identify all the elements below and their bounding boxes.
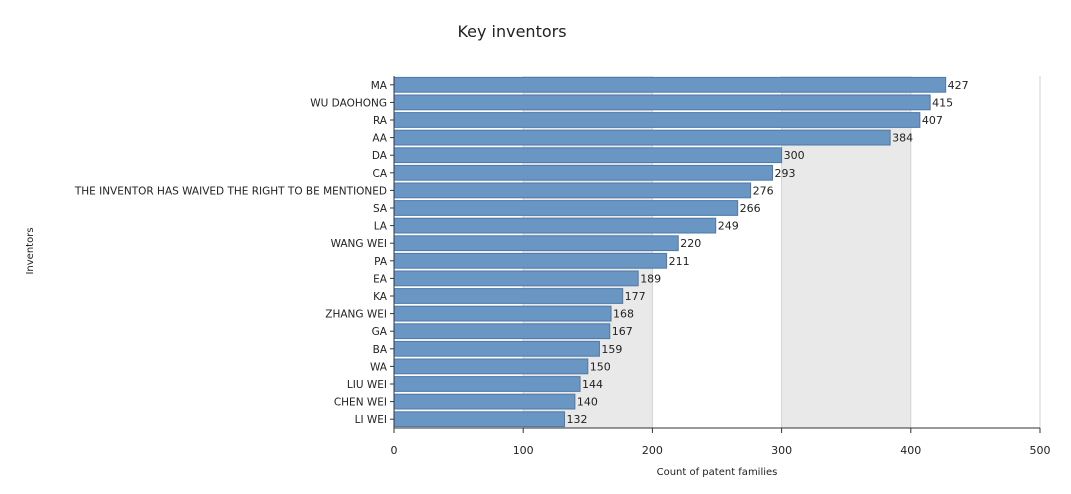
y-tick-label: AA	[372, 133, 387, 145]
bar[interactable]	[394, 289, 623, 304]
y-tick-label: GA	[372, 326, 388, 338]
bar[interactable]	[394, 359, 588, 374]
x-tick-label: 300	[771, 444, 792, 457]
x-tick-label: 200	[642, 444, 663, 457]
data-label: 300	[784, 149, 805, 162]
data-label: 159	[601, 343, 622, 356]
data-label: 167	[612, 325, 633, 338]
data-label: 293	[775, 167, 796, 180]
y-tick-label: WU DAOHONG	[310, 97, 387, 109]
bar[interactable]	[394, 218, 716, 233]
data-label: 144	[582, 378, 603, 391]
y-tick-label: CHEN WEI	[334, 397, 387, 409]
bar[interactable]	[394, 201, 738, 216]
y-tick-label: THE INVENTOR HAS WAIVED THE RIGHT TO BE …	[74, 185, 387, 197]
y-tick-label: EA	[373, 273, 388, 285]
y-tick-label: MA	[371, 80, 388, 92]
bar[interactable]	[394, 77, 946, 92]
y-tick-label: BA	[373, 344, 388, 356]
data-label: 150	[590, 360, 611, 373]
y-tick-label: RA	[373, 115, 388, 127]
y-axis-label: Inventors	[25, 227, 36, 274]
y-tick-label: PA	[374, 256, 388, 268]
y-tick-label: ZHANG WEI	[325, 309, 387, 321]
background-band	[523, 76, 652, 428]
bar[interactable]	[394, 253, 667, 268]
data-label: 384	[892, 132, 913, 145]
y-tick-label: LI WEI	[355, 414, 387, 426]
bar[interactable]	[394, 183, 751, 198]
x-tick-label: 500	[1030, 444, 1051, 457]
x-tick-label: 100	[513, 444, 534, 457]
y-tick-label: CA	[372, 168, 387, 180]
chart-title: Key inventors	[457, 22, 566, 41]
x-axis-label: Count of patent families	[657, 467, 778, 478]
bar[interactable]	[394, 324, 610, 339]
bar[interactable]	[394, 113, 920, 128]
bar[interactable]	[394, 412, 565, 427]
data-label: 220	[680, 237, 701, 250]
bar[interactable]	[394, 95, 930, 110]
data-label: 189	[640, 272, 661, 285]
bar[interactable]	[394, 341, 599, 356]
x-tick-label: 0	[391, 444, 398, 457]
y-tick-label: LIU WEI	[347, 379, 387, 391]
y-tick-label: KA	[373, 291, 388, 303]
background-band	[782, 76, 911, 428]
data-label: 211	[669, 255, 690, 268]
data-label: 168	[613, 308, 634, 321]
y-tick-label: WA	[370, 361, 388, 373]
bar[interactable]	[394, 236, 678, 251]
bar[interactable]	[394, 271, 638, 286]
data-label: 427	[948, 79, 969, 92]
y-tick-label: WANG WEI	[331, 238, 387, 250]
data-label: 266	[740, 202, 761, 215]
data-label: 132	[567, 413, 588, 426]
bar[interactable]	[394, 130, 890, 145]
data-label: 249	[718, 220, 739, 233]
data-label: 140	[577, 396, 598, 409]
y-tick-label: DA	[372, 150, 388, 162]
bar[interactable]	[394, 394, 575, 409]
data-label: 177	[625, 290, 646, 303]
y-tick-label: LA	[374, 221, 388, 233]
data-label: 407	[922, 114, 943, 127]
bar[interactable]	[394, 306, 611, 321]
x-axis: 0 100 200 300 400 500	[391, 428, 1051, 457]
data-label: 276	[753, 184, 774, 197]
y-tick-label: SA	[373, 203, 388, 215]
x-tick-label: 400	[900, 444, 921, 457]
data-label: 415	[932, 96, 953, 109]
plot-background-bands	[523, 76, 911, 428]
bar[interactable]	[394, 148, 782, 163]
bar[interactable]	[394, 165, 773, 180]
bar[interactable]	[394, 377, 580, 392]
y-axis: MA WU DAOHONG RA AA DA CA THE INVENTOR HAS WAI…	[74, 76, 394, 428]
